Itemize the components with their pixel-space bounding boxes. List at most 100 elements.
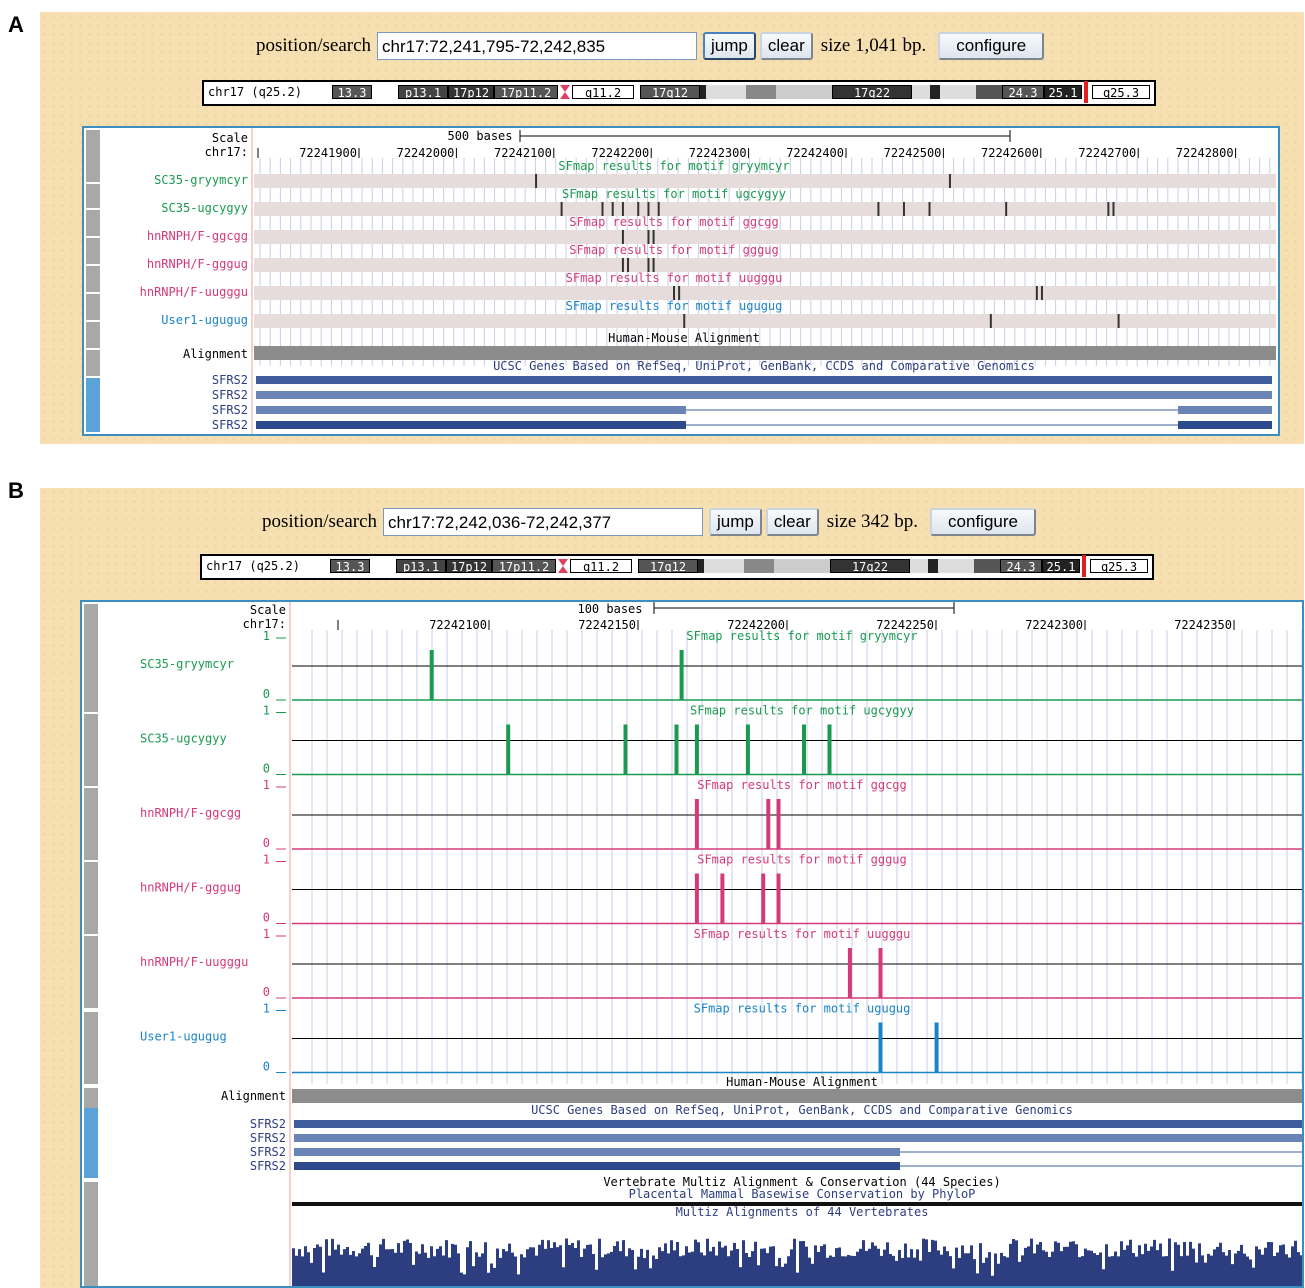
ideogram-band-label: 17p12 <box>446 559 492 573</box>
motif-hit <box>506 724 511 775</box>
ideogram-band-label: 13.3 <box>332 85 372 99</box>
size-label: size 1,041 bp. <box>820 35 927 56</box>
track-title: SFmap results for motif ugugug <box>694 1002 911 1016</box>
position-search-input[interactable]: chr17:72,241,795-72,242,835 <box>377 32 698 60</box>
motif-hit <box>761 873 766 924</box>
clear-button[interactable]: clear <box>765 508 819 536</box>
track-label: SC35-ugcygyy <box>140 732 227 746</box>
motif-hit <box>948 174 951 188</box>
panel-label-a: A <box>8 12 24 37</box>
ruler-tick-label: 72242100 <box>494 146 552 160</box>
gene-label: SFRS2 <box>212 418 248 432</box>
track-title: SFmap results for motif uugggu <box>694 927 911 941</box>
ideogram-band-label: q25.3 <box>1090 559 1148 573</box>
position-search-input[interactable]: chr17:72,242,036-72,242,377 <box>383 508 704 536</box>
gene-label: SFRS2 <box>212 403 248 417</box>
track-image-b[interactable]: Scale chr17: 100 bases 72242100 72242150 7224… <box>80 600 1304 1288</box>
motif-hit <box>1040 286 1043 300</box>
motif-hit <box>683 314 686 328</box>
gene-label: SFRS2 <box>212 388 248 402</box>
ideogram-band-label: q11.2 <box>572 85 634 99</box>
motif-hit <box>1035 286 1038 300</box>
motif-hit <box>720 873 725 924</box>
configure-button[interactable]: configure <box>930 508 1036 536</box>
ideogram-band-label: 25.1 <box>1044 85 1082 99</box>
motif-hit <box>637 202 640 216</box>
motif-hit <box>928 202 931 216</box>
alignment-bar <box>292 1089 1302 1103</box>
track-handle <box>84 1012 98 1084</box>
motif-hit <box>902 202 905 216</box>
ruler-tick-label: 72242700 <box>1078 146 1136 160</box>
motif-hit <box>989 314 992 328</box>
feature-lane <box>254 230 1276 244</box>
gene-exon <box>294 1162 900 1170</box>
motif-hit <box>766 799 771 849</box>
track-handle <box>86 184 100 208</box>
chromosome-ideogram[interactable]: chr17 (q25.2) 13.3 p13.1 17p12 17p11.2 q11.2… <box>200 554 1154 580</box>
ideogram-band <box>746 85 776 99</box>
track-title: SFmap results for motif gggug <box>569 243 779 257</box>
track-title: SFmap results for motif uugggu <box>566 271 783 285</box>
alignment-bar <box>254 346 1276 360</box>
ideogram-bands: 13.3 p13.1 17p12 17p11.2 q11.2 17q12 17q22 24.3… <box>332 81 1152 103</box>
ideogram-band <box>700 85 706 99</box>
jump-button[interactable]: jump <box>709 508 762 536</box>
ideogram-band-label: 17q22 <box>830 559 910 573</box>
motif-hit <box>429 650 434 700</box>
gene-label: SFRS2 <box>250 1145 286 1159</box>
motif-hit <box>1107 202 1110 216</box>
track-title: SFmap results for motif ugcygyy <box>562 187 786 201</box>
gene-track-handle <box>86 378 100 432</box>
track-label: SC35-ugcygyy <box>161 201 248 215</box>
ruler-tick-label: 72242350 <box>1174 618 1232 632</box>
feature-lane <box>254 314 1276 328</box>
gene-exon <box>256 376 1272 384</box>
search-toolbar-b: position/search chr17:72,242,036-72,242,… <box>262 508 1040 536</box>
motif-hit <box>776 799 781 849</box>
size-label: size 342 bp. <box>826 511 919 532</box>
ideogram-bands: 13.3 p13.1 17p12 17p11.2 q11.2 17q12 17q22 24.3… <box>330 555 1150 577</box>
track-min-label: 0 <box>263 911 270 925</box>
phylop-title: Placental Mammal Basewise Conservation b… <box>629 1187 976 1201</box>
alignment-label: Alignment <box>221 1089 286 1103</box>
track-handle <box>84 862 98 934</box>
gene-exon <box>294 1134 1302 1142</box>
track-handle <box>86 238 100 264</box>
motif-hit <box>847 948 852 998</box>
ideogram-band <box>370 559 396 573</box>
feature-lane <box>254 258 1276 272</box>
motif-hit <box>694 873 699 924</box>
ruler-tick-label: 72242100 <box>429 618 487 632</box>
configure-button[interactable]: configure <box>938 32 1045 60</box>
track-title: SFmap results for motif gryymcyr <box>686 629 917 643</box>
scale-label: Scale <box>250 603 286 617</box>
track-handle <box>84 1088 98 1108</box>
track-title: SFmap results for motif ggcgg <box>697 778 907 792</box>
ideogram-band-label: 25.1 <box>1042 559 1080 573</box>
gene-exon <box>294 1120 1302 1128</box>
scale-bar-label: 500 bases <box>447 129 512 143</box>
ruler-tick-label: 72242600 <box>981 146 1039 160</box>
track-title: SFmap results for motif gggug <box>697 853 907 867</box>
motif-hit <box>745 724 750 775</box>
motif-hit <box>623 724 628 775</box>
clear-button[interactable]: clear <box>759 32 813 60</box>
track-image-a[interactable]: Scale chr17: 500 bases 72241900 72242000 7224… <box>82 126 1280 436</box>
chrom-label: chr17: <box>205 145 248 159</box>
ideogram-band <box>776 85 832 99</box>
gene-label: SFRS2 <box>250 1131 286 1145</box>
centromere-marker <box>558 559 568 573</box>
ideogram-band-label: 24.3 <box>1002 85 1044 99</box>
ideogram-chrom-label: chr17 (q25.2) <box>206 559 300 573</box>
position-search-label: position/search <box>262 511 378 532</box>
gene-exon <box>294 1148 900 1156</box>
motif-hit <box>694 799 699 849</box>
genes-title: UCSC Genes Based on RefSeq, UniProt, Gen… <box>531 1103 1073 1117</box>
jump-button[interactable]: jump <box>703 32 756 60</box>
ideogram-band-label: 17q12 <box>638 559 698 573</box>
chromosome-ideogram[interactable]: chr17 (q25.2) 13.3 p13.1 17p12 17p11.2 q11.2… <box>202 80 1156 106</box>
feature-lane <box>254 286 1276 300</box>
ruler-tick-label: 72242300 <box>1025 618 1083 632</box>
motif-hit <box>673 286 676 300</box>
